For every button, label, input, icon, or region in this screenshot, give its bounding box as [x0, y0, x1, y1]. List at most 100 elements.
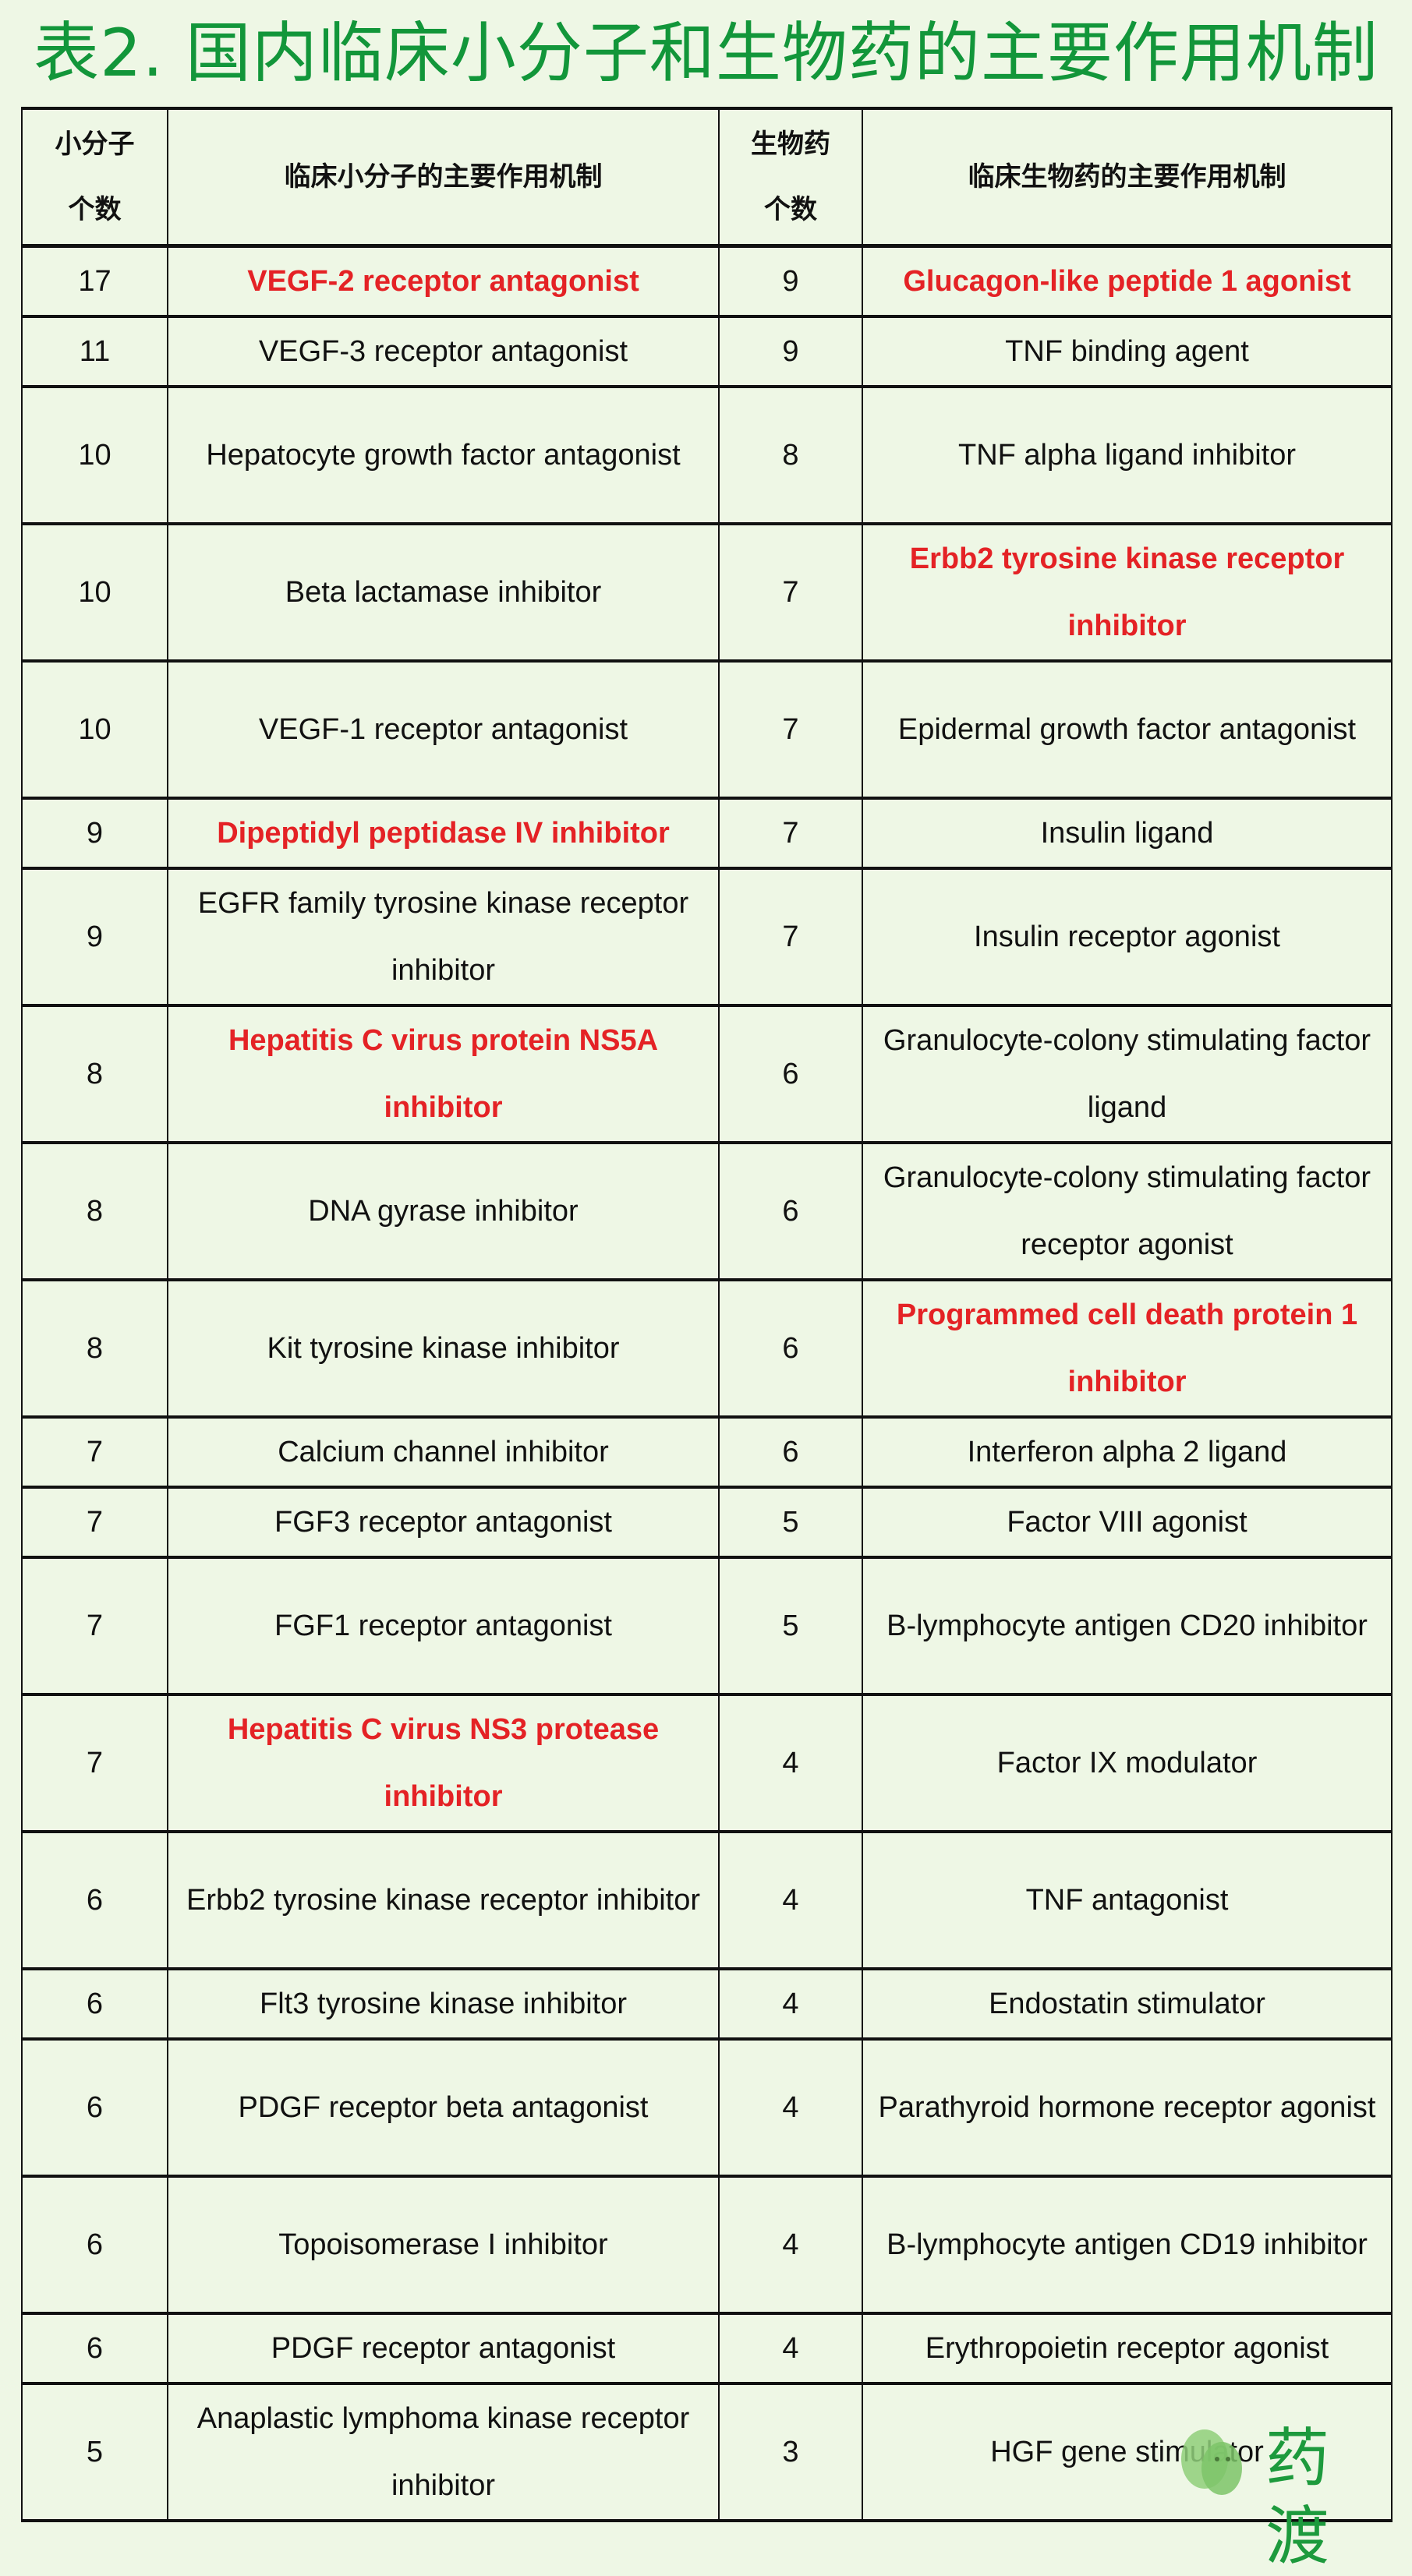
- biologic-mechanism-cell: Epidermal growth factor antagonist: [862, 660, 1393, 799]
- biologic-mechanism-cell: Insulin receptor agonist: [862, 868, 1393, 1006]
- small-molecule-count-cell: 7: [21, 1694, 168, 1832]
- biologic-mechanism-cell: Granulocyte-colony stimulating factor li…: [862, 1005, 1393, 1143]
- header-small-molecule-count: 小分子个数: [21, 108, 168, 247]
- small-molecule-mechanism-cell: Calcium channel inhibitor: [167, 1416, 720, 1488]
- small-molecule-count-cell: 6: [21, 2175, 168, 2314]
- small-molecule-mechanism-cell: Anaplastic lymphoma kinase receptor inhi…: [167, 2383, 720, 2521]
- small-molecule-mechanism-cell: Topoisomerase I inhibitor: [167, 2175, 720, 2314]
- table-row: 7 Hepatitis C virus NS3 protease inhibito…: [21, 1694, 1393, 1832]
- small-molecule-mechanism-cell: Beta lactamase inhibitor: [167, 523, 720, 662]
- biologic-count-cell: 7: [718, 797, 863, 869]
- table-row: 9 EGFR family tyrosine kinase receptor in…: [21, 868, 1393, 1006]
- small-molecule-mechanism-cell: PDGF receptor antagonist: [167, 2313, 720, 2384]
- biologic-count-cell: 9: [718, 245, 863, 317]
- biologic-count-cell: 6: [718, 1142, 863, 1281]
- small-molecule-mechanism-cell: VEGF-1 receptor antagonist: [167, 660, 720, 799]
- biologic-count-cell: 4: [718, 1831, 863, 1970]
- biologic-mechanism-cell: Erbb2 tyrosine kinase receptor inhibitor: [862, 523, 1393, 662]
- watermark-text: 药渡: [1265, 2422, 1330, 2574]
- biologic-mechanism-cell: B-lymphocyte antigen CD20 inhibitor: [862, 1557, 1393, 1695]
- biologic-mechanism-cell: Insulin ligand: [862, 797, 1393, 869]
- header-small-molecule-mechanism: 临床小分子的主要作用机制: [167, 108, 720, 247]
- small-molecule-count-cell: 8: [21, 1279, 168, 1418]
- table-row: 6 PDGF receptor antagonist 4 Erythropoietin…: [21, 2313, 1393, 2384]
- table-row: 6 Flt3 tyrosine kinase inhibitor 4 Endostat…: [21, 1968, 1393, 2040]
- biologic-count-cell: 4: [718, 1968, 863, 2040]
- biologic-count-cell: 7: [718, 868, 863, 1006]
- mechanism-table: 小分子个数 临床小分子的主要作用机制 生物药个数 临床生物药的主要作用机制 17…: [21, 107, 1393, 2522]
- small-molecule-mechanism-cell: Erbb2 tyrosine kinase receptor inhibitor: [167, 1831, 720, 1970]
- table-row: 6 PDGF receptor beta antagonist 4 Parathyro…: [21, 2038, 1393, 2177]
- biologic-mechanism-cell: Parathyroid hormone receptor agonist: [862, 2038, 1393, 2177]
- table-row: 7 FGF3 receptor antagonist 5 Factor VIII ag…: [21, 1486, 1393, 1558]
- small-molecule-mechanism-cell: DNA gyrase inhibitor: [167, 1142, 720, 1281]
- table-row: 7 Calcium channel inhibitor 6 Interferon al…: [21, 1416, 1393, 1488]
- table-row: 6 Erbb2 tyrosine kinase receptor inhibito…: [21, 1831, 1393, 1970]
- small-molecule-mechanism-cell: PDGF receptor beta antagonist: [167, 2038, 720, 2177]
- biologic-mechanism-cell: Erythropoietin receptor agonist: [862, 2313, 1393, 2384]
- page-title: 表2. 国内临床小分子和生物药的主要作用机制: [34, 15, 1378, 91]
- small-molecule-count-cell: 7: [21, 1486, 168, 1558]
- small-molecule-count-cell: 10: [21, 386, 168, 525]
- small-molecule-count-cell: 10: [21, 660, 168, 799]
- biologic-mechanism-cell: Factor VIII agonist: [862, 1486, 1393, 1558]
- table-row: 10 VEGF-1 receptor antagonist 7 Epidermal g…: [21, 660, 1393, 799]
- small-molecule-count-cell: 7: [21, 1557, 168, 1695]
- biologic-count-cell: 8: [718, 386, 863, 525]
- small-molecule-mechanism-cell: FGF1 receptor antagonist: [167, 1557, 720, 1695]
- table-row: 8 DNA gyrase inhibitor 6 Granulocyte-colony…: [21, 1142, 1393, 1281]
- biologic-count-cell: 4: [718, 2313, 863, 2384]
- biologic-mechanism-cell: Programmed cell death protein 1 inhibito…: [862, 1279, 1393, 1418]
- small-molecule-count-cell: 9: [21, 797, 168, 869]
- small-molecule-count-cell: 9: [21, 868, 168, 1006]
- table-row: 10 Hepatocyte growth factor antagonist 8 TN…: [21, 386, 1393, 525]
- biologic-mechanism-cell: Interferon alpha 2 ligand: [862, 1416, 1393, 1488]
- small-molecule-count-cell: 7: [21, 1416, 168, 1488]
- biologic-count-cell: 4: [718, 1694, 863, 1832]
- wechat-icon: [1181, 2429, 1242, 2495]
- small-molecule-mechanism-cell: FGF3 receptor antagonist: [167, 1486, 720, 1558]
- table-row: 10 Beta lactamase inhibitor 7 Erbb2 tyrosin…: [21, 523, 1393, 662]
- biologic-mechanism-cell: Factor IX modulator: [862, 1694, 1393, 1832]
- small-molecule-mechanism-cell: Kit tyrosine kinase inhibitor: [167, 1279, 720, 1418]
- table-header-row: 小分子个数 临床小分子的主要作用机制 生物药个数 临床生物药的主要作用机制: [21, 108, 1393, 247]
- biologic-count-cell: 7: [718, 523, 863, 662]
- biologic-count-cell: 4: [718, 2038, 863, 2177]
- small-molecule-mechanism-cell: Hepatitis C virus protein NS5A inhibitor: [167, 1005, 720, 1143]
- biologic-count-cell: 5: [718, 1557, 863, 1695]
- biologic-mechanism-cell: Endostatin stimulator: [862, 1968, 1393, 2040]
- biologic-count-cell: 7: [718, 660, 863, 799]
- small-molecule-count-cell: 6: [21, 2313, 168, 2384]
- table-row: 5 Anaplastic lymphoma kinase receptor inh…: [21, 2383, 1393, 2521]
- small-molecule-mechanism-cell: Hepatitis C virus NS3 protease inhibitor: [167, 1694, 720, 1832]
- small-molecule-count-cell: 10: [21, 523, 168, 662]
- header-biologic-count: 生物药个数: [718, 108, 863, 247]
- biologic-mechanism-cell: B-lymphocyte antigen CD19 inhibitor: [862, 2175, 1393, 2314]
- small-molecule-count-cell: 8: [21, 1142, 168, 1281]
- biologic-count-cell: 3: [718, 2383, 863, 2521]
- small-molecule-count-cell: 6: [21, 2038, 168, 2177]
- biologic-mechanism-cell: TNF antagonist: [862, 1831, 1393, 1970]
- small-molecule-mechanism-cell: Hepatocyte growth factor antagonist: [167, 386, 720, 525]
- biologic-count-cell: 9: [718, 316, 863, 387]
- header-biologic-mechanism: 临床生物药的主要作用机制: [862, 108, 1393, 247]
- small-molecule-count-cell: 17: [21, 245, 168, 317]
- biologic-count-cell: 6: [718, 1279, 863, 1418]
- small-molecule-count-cell: 11: [21, 316, 168, 387]
- table-row: 6 Topoisomerase I inhibitor 4 B-lymphocyte …: [21, 2175, 1393, 2314]
- biologic-count-cell: 5: [718, 1486, 863, 1558]
- small-molecule-mechanism-cell: VEGF-3 receptor antagonist: [167, 316, 720, 387]
- biologic-count-cell: 4: [718, 2175, 863, 2314]
- table-row: 11 VEGF-3 receptor antagonist 9 TNF binding…: [21, 316, 1393, 387]
- table-row: 8 Kit tyrosine kinase inhibitor 6 Programme…: [21, 1279, 1393, 1418]
- small-molecule-count-cell: 6: [21, 1968, 168, 2040]
- small-molecule-mechanism-cell: Flt3 tyrosine kinase inhibitor: [167, 1968, 720, 2040]
- small-molecule-count-cell: 5: [21, 2383, 168, 2521]
- biologic-mechanism-cell: HGF gene stimulator: [862, 2383, 1393, 2521]
- biologic-mechanism-cell: TNF binding agent: [862, 316, 1393, 387]
- table-row: 9 Dipeptidyl peptidase IV inhibitor 7 Insul…: [21, 797, 1393, 869]
- table-row: 7 FGF1 receptor antagonist 5 B-lymphocyte a…: [21, 1557, 1393, 1695]
- table-row: 17 VEGF-2 receptor antagonist 9 Glucagon-li…: [21, 245, 1393, 317]
- small-molecule-count-cell: 8: [21, 1005, 168, 1143]
- biologic-mechanism-cell: Granulocyte-colony stimulating factor re…: [862, 1142, 1393, 1281]
